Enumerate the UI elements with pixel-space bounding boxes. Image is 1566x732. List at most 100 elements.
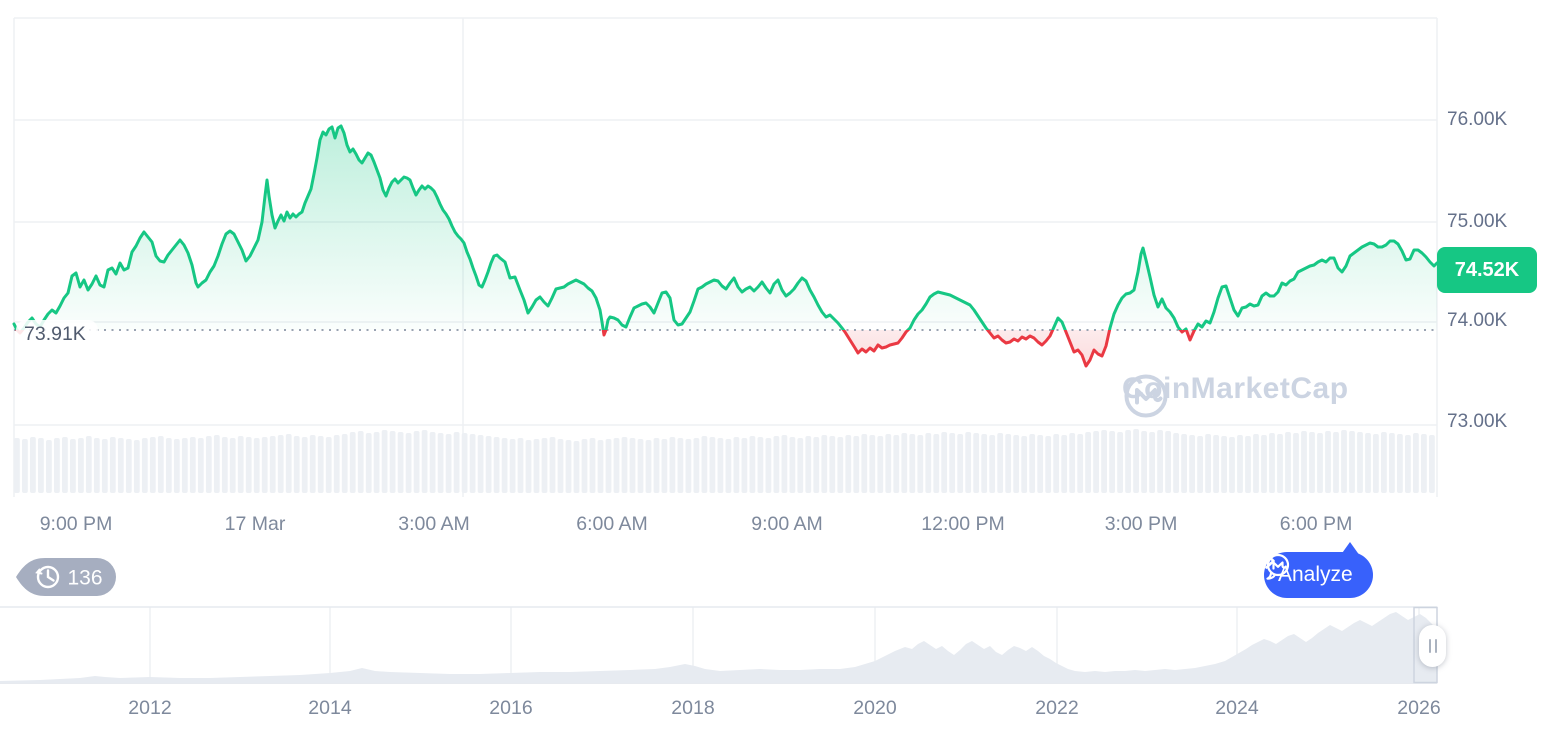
navigator-drag-handle[interactable] [1419, 625, 1446, 667]
volume-bar [573, 441, 580, 493]
volume-bar [1365, 433, 1371, 493]
volume-bar [589, 438, 596, 493]
volume-bar [1237, 435, 1243, 493]
volume-bar [1429, 435, 1435, 493]
volume-bar [1189, 435, 1195, 493]
volume-bar [445, 434, 452, 493]
volume-bar [1181, 434, 1187, 493]
volume-bar [293, 436, 300, 493]
volume-bar [85, 436, 92, 493]
volume-bar [981, 434, 988, 493]
volume-bar [253, 438, 260, 493]
volume-bar [1325, 431, 1331, 493]
handle-grip-bar [1428, 639, 1431, 653]
year-label: 2020 [853, 697, 897, 719]
volume-bar [269, 436, 276, 493]
volume-bar [1277, 434, 1283, 493]
volume-bar [1157, 430, 1163, 493]
volume-bar [797, 438, 804, 493]
volume-bar [1037, 435, 1044, 493]
volume-bar [133, 440, 140, 493]
volume-bar [125, 439, 132, 493]
volume-bar [93, 438, 100, 493]
volume-bar [965, 432, 972, 493]
range-navigator[interactable] [0, 600, 1566, 732]
coinmarketcap-watermark: CoinMarketCap [1122, 372, 1349, 418]
year-label: 2014 [308, 697, 352, 719]
volume-bar [917, 435, 924, 493]
volume-bar [397, 432, 404, 493]
volume-bar [1117, 432, 1123, 493]
volume-bar [78, 438, 84, 493]
volume-bar [181, 438, 188, 493]
volume-bar [1229, 437, 1235, 493]
x-axis-label: 9:00 AM [751, 513, 823, 535]
volume-bar [565, 440, 572, 493]
volume-bar [677, 438, 684, 493]
volume-bar [749, 436, 756, 493]
volume-bar [853, 436, 860, 493]
volume-bar [1085, 432, 1091, 493]
volume-bar [837, 437, 844, 493]
volume-bar [645, 440, 652, 493]
volume-bar [805, 436, 812, 493]
volume-bar [14, 438, 20, 493]
volume-bar [1165, 431, 1171, 493]
volume-bar [469, 434, 476, 493]
volume-bar [901, 433, 908, 493]
volume-bar [141, 438, 148, 493]
volume-bar [1093, 431, 1099, 493]
handle-grip-bar [1434, 639, 1437, 653]
volume-bar [781, 435, 788, 493]
volume-bar [1301, 431, 1307, 493]
volume-bar [349, 432, 356, 493]
volume-bar [165, 438, 172, 493]
volume-bar [109, 437, 116, 493]
volume-bar [973, 433, 980, 493]
price-chart-plot[interactable] [0, 0, 1566, 500]
year-label: 2018 [671, 697, 715, 719]
volume-bar [941, 432, 948, 493]
analyze-button[interactable]: Analyze [1264, 552, 1373, 598]
year-label: 2026 [1397, 697, 1441, 719]
volume-bar [389, 431, 396, 493]
history-clock-icon [35, 565, 60, 589]
analyze-label: Analyze [1278, 563, 1353, 586]
volume-bar [365, 433, 372, 493]
volume-bar [1013, 435, 1020, 493]
volume-bar [173, 439, 180, 493]
volume-bar [1173, 433, 1179, 493]
volume-bar [957, 434, 964, 493]
volume-bar [861, 434, 868, 493]
x-axis-label: 12:00 PM [921, 513, 1005, 535]
volume-bar [101, 439, 108, 493]
volume-bar [701, 436, 708, 493]
volume-bar [1077, 434, 1084, 493]
volume-bar [149, 437, 156, 493]
volume-bar [477, 435, 484, 493]
volume-bar [773, 436, 780, 493]
volume-bar [54, 438, 60, 493]
volume-bar [1005, 434, 1012, 493]
current-price-value: 74.52K [1454, 258, 1520, 281]
y-axis-label: 73.00K [1447, 411, 1508, 432]
previous-close-label: 73.91K [16, 320, 98, 351]
volume-bar [1069, 433, 1076, 493]
volume-bar [205, 436, 212, 493]
volume-bar [1261, 435, 1267, 493]
history-count-badge[interactable]: 136 [12, 553, 122, 601]
volume-bar [245, 437, 252, 493]
volume-bar [509, 439, 516, 493]
navigator-history-area [0, 612, 1437, 683]
coinmarketcap-logo-icon [1124, 374, 1168, 418]
year-label: 2022 [1035, 697, 1079, 719]
volume-bar [1021, 436, 1028, 493]
volume-bar [581, 439, 588, 493]
volume-bar [309, 435, 316, 493]
volume-bar [421, 430, 428, 493]
volume-bar [381, 430, 388, 493]
volume-bar [685, 439, 692, 493]
volume-bar [373, 432, 380, 493]
volume-bar [30, 437, 36, 493]
volume-bar [813, 437, 820, 493]
